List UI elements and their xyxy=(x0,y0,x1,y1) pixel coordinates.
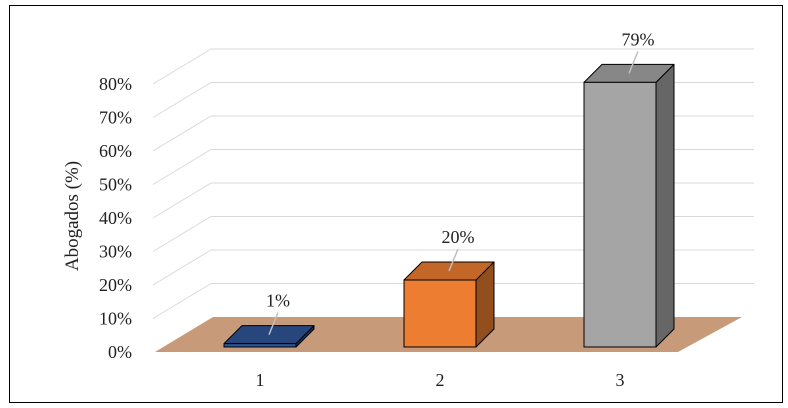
data-label: 1% xyxy=(266,291,290,311)
y-tick-label: 40% xyxy=(99,208,132,228)
gridline-side xyxy=(152,48,212,85)
gridline-side xyxy=(152,249,212,286)
y-tick-label: 30% xyxy=(99,242,132,262)
gridline-side xyxy=(152,82,212,118)
bars xyxy=(223,63,675,348)
y-tick-label: 60% xyxy=(99,141,132,161)
x-tick-label: 2 xyxy=(436,370,445,390)
bar xyxy=(223,343,297,348)
y-tick-label: 70% xyxy=(99,108,132,128)
y-tick-label: 0% xyxy=(108,342,132,362)
x-axis-ticks: 1 2 3 xyxy=(256,370,625,390)
data-label-leader xyxy=(628,51,639,74)
x-tick-label: 3 xyxy=(616,370,625,390)
gridline-side xyxy=(152,182,212,219)
data-labels: 1% 20% 79% xyxy=(266,29,655,335)
data-label-leader xyxy=(448,248,459,272)
data-label: 79% xyxy=(622,29,655,49)
y-tick-label: 20% xyxy=(99,275,132,295)
bar xyxy=(403,279,477,348)
x-tick-label: 1 xyxy=(256,370,265,390)
y-axis-ticks: 0% 10% 20% 30% 40% 50% 60% 70% 80% xyxy=(99,74,132,362)
gridline-side xyxy=(152,149,212,185)
gridline-side xyxy=(152,283,212,319)
gridline-side xyxy=(152,216,212,252)
y-axis-title: Abogados (%) xyxy=(62,161,83,271)
bar-side xyxy=(655,63,675,348)
y-tick-label: 10% xyxy=(99,309,132,329)
data-label-leader xyxy=(268,312,279,335)
y-tick-label: 80% xyxy=(99,74,132,94)
y-tick-label: 50% xyxy=(99,175,132,195)
gridline-side xyxy=(152,115,212,152)
data-label: 20% xyxy=(442,227,475,247)
bar xyxy=(583,81,657,348)
